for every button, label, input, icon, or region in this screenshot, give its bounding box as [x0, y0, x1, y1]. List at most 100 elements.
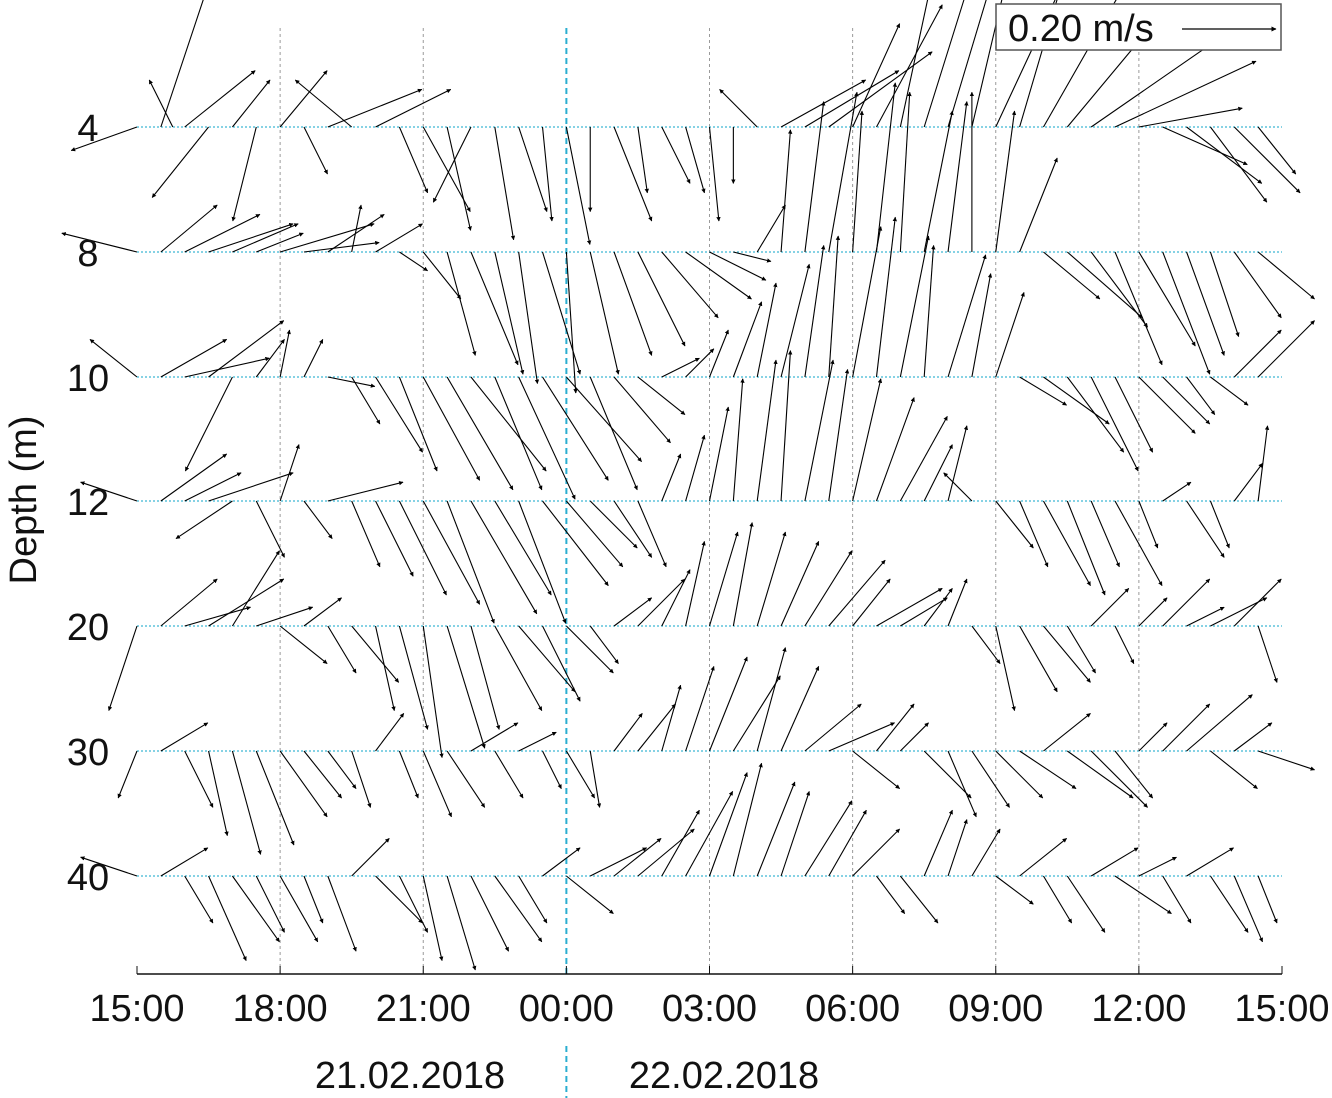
vector-stick	[613, 713, 643, 752]
vector-stick	[184, 875, 214, 924]
vector-stick	[756, 781, 796, 877]
vector-stick	[1257, 750, 1315, 771]
vector-stick	[279, 329, 291, 378]
vector-stick	[303, 339, 324, 378]
vector-stick	[1257, 251, 1315, 300]
vector-stick	[398, 126, 429, 194]
vector-stick	[160, 204, 218, 253]
vector-stick	[1233, 875, 1263, 943]
vector-stick	[542, 376, 609, 481]
vector-stick	[1114, 750, 1154, 799]
vector-stick	[1186, 251, 1225, 356]
scale-legend-label: 0.20 m/s	[1008, 8, 1154, 50]
vector-stick	[255, 500, 285, 558]
vector-stick	[565, 750, 596, 799]
vector-stick	[852, 110, 864, 253]
scale-legend-box	[995, 3, 1282, 51]
vector-stick	[719, 89, 758, 128]
vector-stick	[1162, 481, 1192, 502]
vector-stick	[422, 126, 471, 212]
vector-stick	[661, 453, 682, 502]
vector-stick	[565, 251, 578, 394]
vector-stick	[589, 500, 638, 549]
vector-stick	[398, 875, 429, 933]
vector-stick	[327, 481, 404, 502]
vector-stick	[398, 500, 447, 596]
vector-stick	[375, 500, 414, 577]
vector-stick	[208, 320, 285, 378]
x-tick-label: 21:00	[376, 988, 471, 1030]
vector-stick	[375, 875, 423, 924]
vector-stick	[184, 376, 233, 472]
vector-stick	[804, 800, 853, 877]
vector-stick	[923, 110, 954, 253]
vector-stick	[756, 647, 787, 752]
vector-stick	[494, 126, 516, 241]
vector-stick	[876, 875, 906, 914]
vector-stick	[1019, 157, 1058, 253]
vector-stick	[1233, 722, 1273, 752]
vector-stick	[900, 597, 948, 627]
vector-stick	[780, 540, 820, 627]
vector-stick	[637, 500, 667, 568]
vector-stick	[1210, 376, 1249, 406]
vector-stick	[327, 376, 376, 388]
vector-stick	[160, 847, 209, 877]
vector-stick	[971, 750, 1010, 808]
vector-stick	[971, 0, 1003, 128]
vector-stick	[685, 434, 706, 502]
vector-stick	[947, 819, 968, 877]
vector-stick	[1210, 750, 1258, 790]
vector-stick	[1209, 500, 1230, 549]
vector-stick	[256, 606, 314, 627]
vector-stick	[852, 828, 901, 877]
vector-stick	[804, 550, 853, 627]
vector-stick	[184, 356, 270, 378]
vector-stick	[80, 856, 138, 877]
vector-stick	[1019, 500, 1049, 568]
vector-stick	[828, 559, 886, 627]
vector-stick	[661, 684, 682, 752]
vector-stick	[294, 79, 353, 128]
vector-stick	[1090, 376, 1139, 472]
vector-stick	[279, 750, 328, 818]
vector-stick	[279, 222, 375, 253]
vector-stick	[151, 126, 209, 198]
vector-stick	[733, 251, 772, 263]
vector-stick	[494, 500, 552, 596]
vector-stick	[470, 251, 519, 366]
vector-stick	[1043, 376, 1110, 425]
vector-stick	[875, 216, 898, 378]
vector-stick	[398, 625, 429, 730]
vector-stick	[117, 750, 138, 799]
vector-stick	[542, 750, 562, 789]
vector-stick	[828, 235, 841, 378]
vector-stick	[1019, 625, 1058, 693]
vector-stick	[432, 126, 472, 203]
x-tick-label: 12:00	[1091, 988, 1186, 1030]
vector-stick	[351, 204, 363, 253]
vector-stick	[1019, 837, 1067, 877]
vector-stick	[303, 500, 333, 539]
vector-stick	[446, 500, 495, 624]
vector-stick	[232, 223, 299, 253]
vector-stick	[923, 750, 972, 799]
vector-stick	[160, 722, 209, 752]
vector-stick	[494, 376, 543, 491]
vector-stick	[661, 126, 691, 184]
vector-stick	[351, 500, 381, 568]
vector-stick	[1090, 588, 1130, 627]
vector-stick	[613, 597, 653, 627]
vector-stick	[518, 126, 548, 213]
vector-stick	[804, 359, 835, 502]
vector-stick	[184, 70, 256, 128]
x-tick-label: 06:00	[805, 988, 900, 1030]
vector-stick	[637, 251, 686, 347]
vector-stick	[518, 731, 557, 752]
vector-stick	[446, 376, 514, 491]
depth-labels: 4 8 10 12 20 30 40	[67, 108, 109, 899]
vector-stick	[709, 251, 767, 281]
vector-stick	[303, 750, 343, 799]
vector-stick	[1138, 722, 1168, 752]
vector-stick	[1162, 126, 1248, 166]
